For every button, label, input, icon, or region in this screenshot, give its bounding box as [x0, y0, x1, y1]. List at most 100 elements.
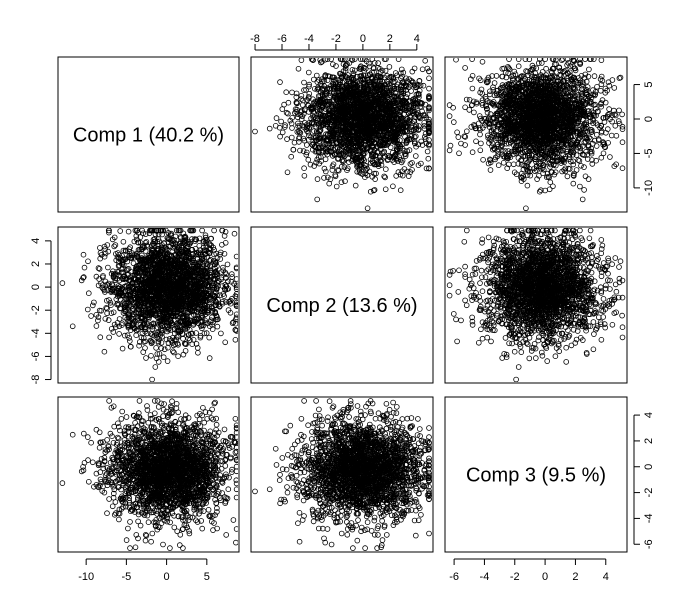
scatter-point — [319, 112, 326, 119]
scatter-point — [321, 165, 328, 172]
scatter-point — [512, 88, 518, 95]
scatter-point — [582, 128, 589, 135]
scatter-point — [358, 157, 365, 164]
scatter-point — [540, 82, 547, 88]
scatter-point — [331, 74, 338, 81]
scatter-point — [597, 76, 604, 82]
scatter-point — [572, 92, 578, 98]
scatter-point — [391, 85, 398, 92]
scatter-point — [349, 58, 356, 63]
scatter-point — [361, 80, 367, 86]
scatter-point — [386, 64, 393, 70]
scatter-point — [463, 128, 470, 135]
scatter-point — [416, 113, 422, 119]
scatter-point — [327, 92, 334, 99]
scatter-point — [339, 113, 345, 120]
scatter-point — [387, 127, 394, 133]
scatter-point — [505, 65, 512, 71]
scatter-point — [311, 86, 318, 92]
scatter-point — [348, 85, 354, 91]
scatter-point — [332, 145, 338, 152]
scatter-point — [413, 104, 419, 110]
scatter-point — [382, 68, 389, 74]
scatter-point — [526, 105, 532, 111]
scatter-point — [363, 109, 370, 116]
scatter-point — [314, 176, 321, 182]
scatter-point — [601, 141, 608, 147]
scatter-point — [554, 126, 560, 133]
scatter-point — [339, 152, 346, 158]
scatter-point — [424, 148, 431, 155]
scatter-point — [393, 96, 399, 103]
scatter-point — [550, 106, 556, 113]
panel-r1-c2 — [250, 56, 434, 213]
scatter-point — [364, 108, 371, 114]
scatter-point — [469, 149, 476, 156]
scatter-point — [388, 73, 394, 80]
scatter-point — [398, 122, 404, 129]
scatter-point — [530, 94, 536, 100]
scatter-point — [314, 196, 321, 203]
scatter-point — [365, 129, 372, 136]
scatter-point — [303, 87, 309, 93]
scatter-point — [544, 83, 550, 89]
scatter-point — [400, 69, 407, 76]
scatter-point — [507, 91, 514, 97]
scatter-point — [360, 144, 367, 151]
scatter-point — [407, 98, 413, 104]
scatter-point — [371, 97, 378, 104]
scatter-point — [579, 151, 586, 158]
scatter-point — [477, 89, 484, 96]
scatter-point — [398, 159, 405, 166]
scatter-point — [574, 105, 581, 111]
scatter-point — [308, 105, 315, 112]
scatter-point — [611, 163, 618, 170]
scatter-point — [597, 88, 604, 94]
scatter-point — [517, 103, 524, 109]
scatter-point — [521, 115, 527, 121]
scatter-point — [563, 82, 570, 89]
scatter-point — [529, 127, 535, 133]
scatter-point — [552, 140, 558, 146]
scatter-point — [462, 104, 468, 111]
scatter-point — [525, 125, 531, 131]
scatter-point — [522, 90, 529, 96]
scatter-point — [567, 158, 574, 165]
scatter-point — [357, 102, 364, 108]
scatter-point — [487, 159, 494, 166]
scatter-point — [410, 105, 417, 111]
scatter-point — [298, 58, 305, 63]
scatter-point — [318, 158, 325, 164]
scatter-point — [320, 93, 326, 99]
scatter-point — [296, 134, 303, 141]
scatter-point — [476, 75, 482, 82]
scatter-point — [377, 100, 384, 107]
scatter-point — [446, 147, 453, 154]
scatter-point — [454, 129, 460, 136]
scatter-point — [360, 72, 367, 79]
scatter-point — [321, 175, 327, 181]
scatter-point — [593, 143, 600, 149]
scatter-point — [527, 172, 534, 179]
scatter-point — [330, 115, 336, 122]
scatter-point — [354, 96, 361, 102]
scatter-point — [399, 82, 406, 89]
scatter-point — [446, 113, 453, 119]
scatter-point — [324, 77, 331, 83]
scatter-point — [352, 85, 359, 91]
scatter-point — [491, 80, 498, 86]
diagonal-label: Comp 1 (40.2 %) — [73, 125, 224, 147]
scatter-point — [303, 142, 310, 148]
scatter-point — [593, 120, 599, 126]
scatter-point — [365, 139, 372, 145]
scatter-point — [535, 114, 541, 121]
scatter-point — [320, 100, 327, 106]
scatter-point — [580, 116, 586, 123]
scatter-point — [557, 104, 564, 110]
scatter-point — [411, 100, 418, 106]
scatter-point — [479, 102, 486, 108]
scatter-point — [336, 105, 342, 111]
scatter-point — [477, 147, 484, 154]
scatter-point — [331, 77, 337, 83]
